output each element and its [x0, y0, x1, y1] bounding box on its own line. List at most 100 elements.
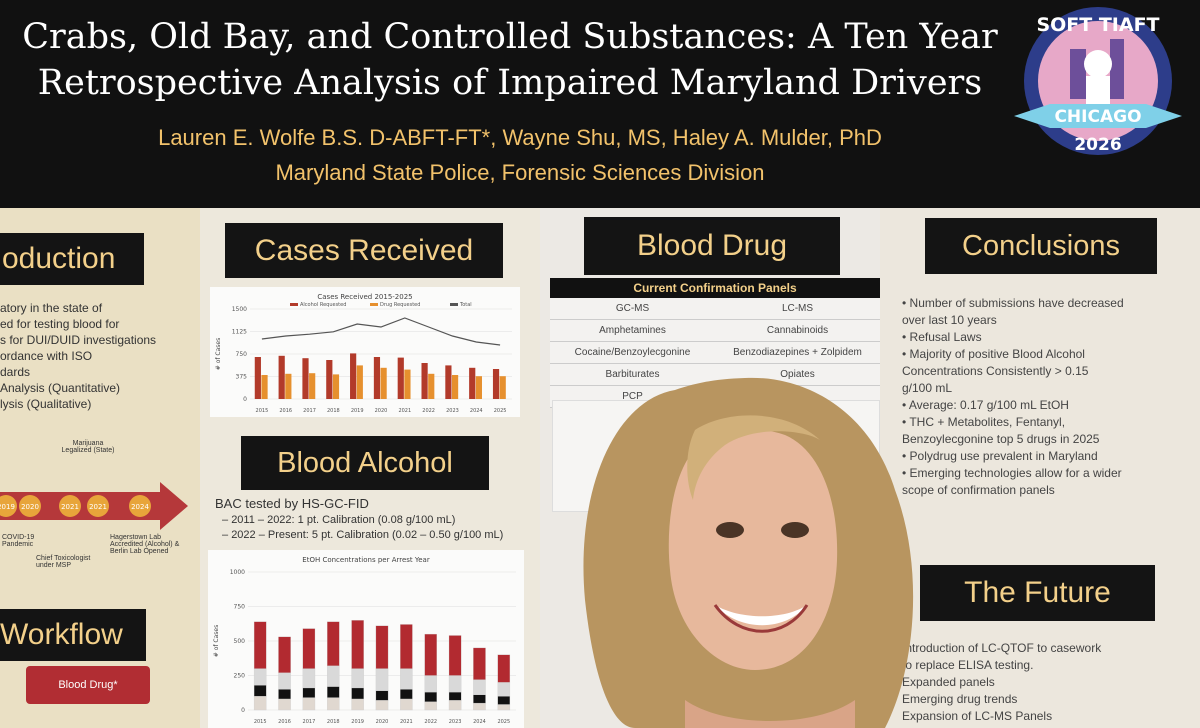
chart-bar	[278, 672, 291, 690]
bac-method: BAC tested by HS-GC-FID	[215, 496, 369, 511]
chart-bar	[497, 682, 511, 697]
y-tick-label: 0	[241, 707, 245, 714]
x-tick-label: 2020	[376, 719, 389, 725]
legend-label: Total	[459, 302, 472, 308]
chart-bar	[253, 696, 267, 711]
chart-bar	[428, 373, 435, 399]
y-tick-label: 0	[243, 396, 247, 403]
background-stripe	[880, 208, 1200, 728]
y-tick-label: 250	[234, 673, 246, 680]
chart-bar	[473, 702, 486, 711]
chart-bar	[309, 373, 316, 399]
x-tick-label: 2022	[422, 408, 435, 414]
chart-bar	[400, 624, 413, 669]
x-tick-label: 2025	[497, 719, 510, 725]
section-header-workflow: Workflow	[0, 609, 146, 661]
timeline-year: 2021	[89, 503, 107, 511]
y-axis-label: # of Cases	[213, 625, 220, 657]
conclusion-line: • THC + Metabolites, Fentanyl,	[902, 415, 1066, 429]
chart-title: EtOH Concentrations per Arrest Year	[302, 556, 430, 564]
table-cell: Barbiturates	[605, 369, 660, 380]
column-header: LC-MS	[781, 303, 814, 314]
chart-bar	[448, 675, 462, 693]
x-tick-label: 2019	[351, 719, 364, 725]
future-line: Expanded panels	[902, 675, 995, 689]
chart-bar	[302, 668, 316, 689]
chart-bar	[327, 697, 340, 711]
chart-bar	[302, 687, 316, 698]
table-row: Amphetamines Cannabinoids	[550, 320, 880, 342]
intro-line: lysis (Qualitative)	[0, 397, 92, 411]
legend-label: Drug Requested	[380, 302, 420, 308]
etoh-chart: EtOH Concentrations per Arrest Year # of …	[208, 550, 524, 728]
chart-bar	[497, 704, 511, 711]
conclusion-line: over last 10 years	[902, 313, 997, 327]
chart-bar	[424, 675, 437, 693]
chart-bar	[278, 355, 285, 399]
chart-bar	[302, 628, 316, 669]
chart-bar	[397, 357, 404, 399]
section-header-blood-drug: Blood Drug	[584, 217, 840, 275]
chart-bar	[327, 665, 340, 687]
y-tick-label: 500	[234, 638, 246, 645]
bac-item: – 2022 – Present: 5 pt. Calibration (0.0…	[222, 529, 504, 541]
conclusion-line: scope of confirmation panels	[902, 483, 1055, 497]
bac-item: – 2011 – 2022: 1 pt. Calibration (0.08 g…	[222, 514, 456, 526]
timeline-year: 2019	[0, 503, 15, 511]
timeline-year: 2020	[21, 503, 39, 511]
chart-bar	[375, 690, 389, 701]
timeline-label: Hagerstown Lab Accredited (Alcohol) & Be…	[110, 534, 180, 555]
bac-item-text: 2011 – 2022: 1 pt. Calibration (0.08 g/1…	[231, 514, 456, 526]
section-header-future: The Future	[920, 565, 1155, 621]
chart-bar	[278, 689, 291, 700]
poster-title: Crabs, Old Bay, and Controlled Substance…	[10, 14, 1010, 106]
table-cell: Opiates	[780, 369, 815, 380]
x-tick-label: 2024	[470, 408, 483, 414]
table-cell: Cannabinoids	[766, 325, 829, 336]
table-cell: PCP	[622, 391, 643, 402]
chart-bar	[356, 365, 363, 399]
workflow-box: Blood Drug*	[26, 666, 150, 704]
conclusion-line: • Number of submissions have decreased	[902, 296, 1124, 310]
chart-bar	[350, 353, 357, 399]
future-list: Introduction of LC-QTOF to casework to r…	[902, 640, 1187, 725]
future-line: Emerging drug trends	[902, 692, 1018, 706]
x-tick-label: 2025	[494, 408, 507, 414]
x-tick-label: 2017	[303, 408, 316, 414]
chart-bar	[400, 668, 413, 690]
section-header-conclusions: Conclusions	[925, 218, 1157, 274]
table-header-row: GC-MS LC-MS	[550, 298, 880, 320]
y-tick-label: 375	[236, 374, 248, 381]
section-header-cases-received: Cases Received	[225, 223, 503, 278]
person-photo	[583, 377, 914, 728]
column-header: GC-MS	[615, 303, 650, 314]
conclusion-line: Benzoylecgonine top 5 drugs in 2025	[902, 432, 1100, 446]
chart-bar	[421, 363, 428, 399]
x-tick-label: 2021	[398, 408, 411, 414]
affiliation: Maryland State Police, Forensic Sciences…	[275, 160, 765, 185]
intro-line: atory in the state of	[0, 301, 103, 315]
y-tick-label: 1000	[230, 569, 245, 576]
chart-bar	[351, 668, 364, 689]
y-tick-label: 750	[236, 351, 248, 358]
x-tick-label: 2023	[449, 719, 462, 725]
x-tick-label: 2016	[279, 408, 292, 414]
chart-title: Cases Received 2015-2025	[317, 293, 412, 301]
chart-bar	[497, 654, 511, 683]
chart-bar	[253, 668, 267, 686]
poster-header: Crabs, Old Bay, and Controlled Substance…	[0, 0, 1200, 208]
timeline-year: 2021	[61, 503, 79, 511]
chart-bar	[499, 376, 506, 399]
chart-bar	[351, 687, 364, 700]
chart-bar	[373, 357, 381, 399]
timeline-label: Chief Toxicologist under MSP	[36, 555, 91, 569]
bac-item-text: 2022 – Present: 5 pt. Calibration (0.02 …	[231, 529, 504, 541]
chart-bar	[261, 375, 268, 399]
chart-bar	[375, 625, 389, 669]
timeline-label: Marijuana Legalized (State)	[61, 440, 115, 454]
chart-bar	[351, 698, 364, 711]
authors: Lauren E. Wolfe B.S. D-ABFT-FT*, Wayne S…	[158, 125, 882, 150]
legend-swatch	[290, 303, 298, 306]
conclusion-line: • Average: 0.17 g/100 mL EtOH	[902, 398, 1069, 412]
chart-bar	[253, 621, 267, 669]
